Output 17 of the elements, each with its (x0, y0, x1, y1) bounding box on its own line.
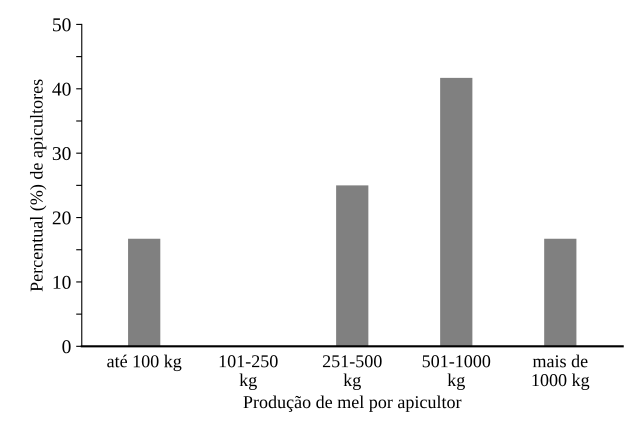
y-tick-label: 50 (53, 18, 71, 32)
x-tick-label: mais de 1000 kg (532, 354, 590, 390)
y-axis-title: Percentual (%) de apicultores (30, 79, 46, 292)
y-tick-label: 0 (62, 340, 71, 354)
bar (440, 78, 472, 346)
y-tick-label: 10 (54, 276, 71, 289)
bar (544, 238, 576, 346)
x-tick-label: 501-1000 kg (422, 355, 490, 390)
bar (128, 238, 160, 346)
y-tick-label: 30 (52, 146, 71, 160)
x-tick-label: 101-250 kg (220, 355, 278, 390)
x-tick-label: 251-500 kg (322, 355, 382, 390)
y-tick-label: 40 (52, 82, 71, 96)
x-tick-label: até 100 kg (107, 354, 182, 372)
bar (336, 185, 368, 346)
y-tick-label: 20 (52, 211, 71, 224)
x-axis-title: Produção de mel por apicultor (243, 396, 462, 412)
